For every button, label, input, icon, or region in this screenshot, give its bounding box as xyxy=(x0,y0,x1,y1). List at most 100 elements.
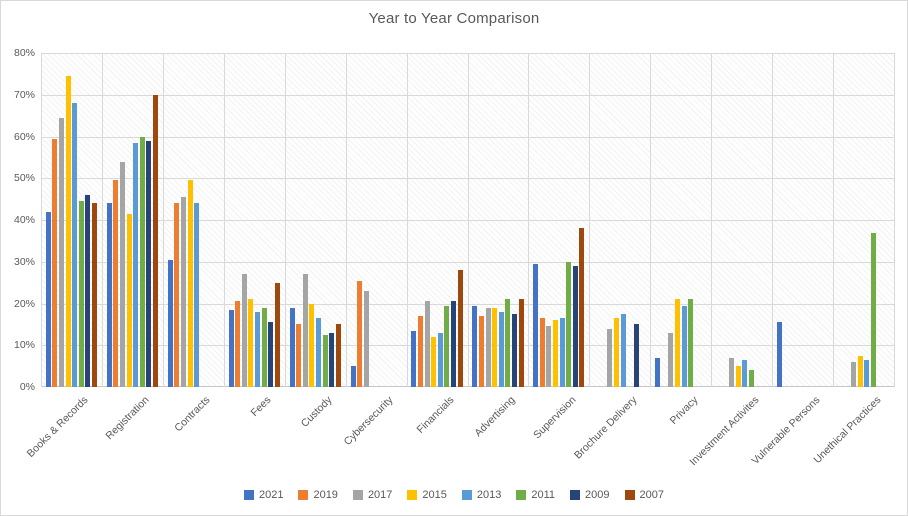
bar xyxy=(139,136,145,387)
bar xyxy=(65,75,71,387)
bar xyxy=(268,322,274,387)
bar xyxy=(533,263,539,387)
bar xyxy=(444,305,450,387)
bar xyxy=(261,307,267,387)
bar xyxy=(146,140,152,387)
legend-swatch xyxy=(407,490,418,500)
bar xyxy=(777,322,782,387)
x-axis-category-label: Books & Records xyxy=(25,394,91,460)
bar xyxy=(870,232,876,387)
legend-label: 2021 xyxy=(258,489,284,501)
y-axis-tick-label: 40% xyxy=(13,214,35,226)
bar xyxy=(322,334,328,387)
x-axis-category-label: Cybersecurity xyxy=(341,394,396,448)
bar xyxy=(315,318,321,387)
v-gridline xyxy=(41,53,42,387)
bar xyxy=(457,270,463,387)
legend-label: 2015 xyxy=(422,489,447,501)
v-gridline xyxy=(284,53,286,387)
bar xyxy=(566,261,572,387)
legend-swatch xyxy=(570,490,581,500)
v-gridline xyxy=(894,53,895,387)
legend-item: 2015 xyxy=(407,489,447,501)
bar xyxy=(289,307,295,387)
bar xyxy=(126,213,132,387)
bar xyxy=(851,361,857,387)
y-axis-tick-label: 50% xyxy=(13,172,35,185)
bar xyxy=(749,370,755,387)
bar xyxy=(350,366,356,387)
legend-swatch xyxy=(624,490,635,500)
legend-swatch xyxy=(352,490,363,500)
bar xyxy=(119,161,125,387)
x-axis-category-label: Privacy xyxy=(667,394,701,427)
bar xyxy=(133,142,139,387)
bar xyxy=(511,313,517,387)
legend-item: 2013 xyxy=(461,489,502,501)
bar xyxy=(274,282,280,387)
bar xyxy=(505,299,511,387)
bar xyxy=(167,259,173,387)
bar xyxy=(255,311,261,387)
legend-label: 2013 xyxy=(476,489,502,501)
bar xyxy=(437,332,443,387)
bar xyxy=(296,324,302,387)
bar xyxy=(418,316,424,387)
y-axis-tick-label: 0% xyxy=(19,381,35,393)
x-axis-category-label: Financials xyxy=(414,394,457,436)
bar xyxy=(235,301,241,387)
bar xyxy=(681,305,687,387)
bar xyxy=(620,313,626,387)
bar xyxy=(485,307,491,387)
bar xyxy=(106,203,112,387)
bar xyxy=(498,311,504,387)
y-axis-tick-label: 80% xyxy=(13,47,35,59)
x-axis-category-label: Advertising xyxy=(472,394,518,440)
v-gridline xyxy=(711,53,713,387)
v-gridline xyxy=(345,53,347,387)
bar xyxy=(518,299,524,387)
bar xyxy=(451,301,457,387)
bar xyxy=(735,366,741,387)
legend-item: 2021 xyxy=(243,489,284,501)
bar xyxy=(241,274,247,387)
bar xyxy=(335,324,341,387)
bar xyxy=(78,201,84,387)
bar xyxy=(729,357,735,387)
v-gridline xyxy=(650,53,652,387)
v-gridline xyxy=(528,53,530,387)
bar xyxy=(363,290,369,387)
legend-swatch xyxy=(298,490,309,500)
x-axis-category-label: Custody xyxy=(298,394,335,430)
legend-swatch xyxy=(461,490,472,500)
bar xyxy=(194,203,200,387)
bar xyxy=(228,309,234,387)
bar xyxy=(59,117,65,387)
legend-item: 2009 xyxy=(570,489,610,501)
chart-title: Year to Year Comparison xyxy=(368,10,540,27)
y-axis-tick-label: 70% xyxy=(13,88,35,101)
legend-swatch xyxy=(243,490,254,500)
bar xyxy=(655,357,661,387)
bar xyxy=(52,138,58,387)
legend-item: 2011 xyxy=(516,489,555,501)
legend-item: 2019 xyxy=(298,489,338,501)
x-axis-category-label: Fees xyxy=(248,394,274,419)
legend-label: 2017 xyxy=(367,489,393,501)
v-gridline xyxy=(162,53,164,387)
v-gridline xyxy=(406,53,408,387)
bar xyxy=(85,194,91,387)
bar xyxy=(478,316,484,387)
bar xyxy=(309,303,315,387)
bar xyxy=(472,305,478,387)
bar xyxy=(668,332,674,387)
bar xyxy=(302,274,308,387)
plot-area xyxy=(41,53,895,387)
bar xyxy=(431,336,437,387)
x-axis-category-label: Contracts xyxy=(172,394,213,435)
bar xyxy=(113,180,119,387)
v-gridline xyxy=(467,53,469,387)
y-axis-tick-label: 30% xyxy=(13,255,35,268)
bar xyxy=(92,203,98,387)
